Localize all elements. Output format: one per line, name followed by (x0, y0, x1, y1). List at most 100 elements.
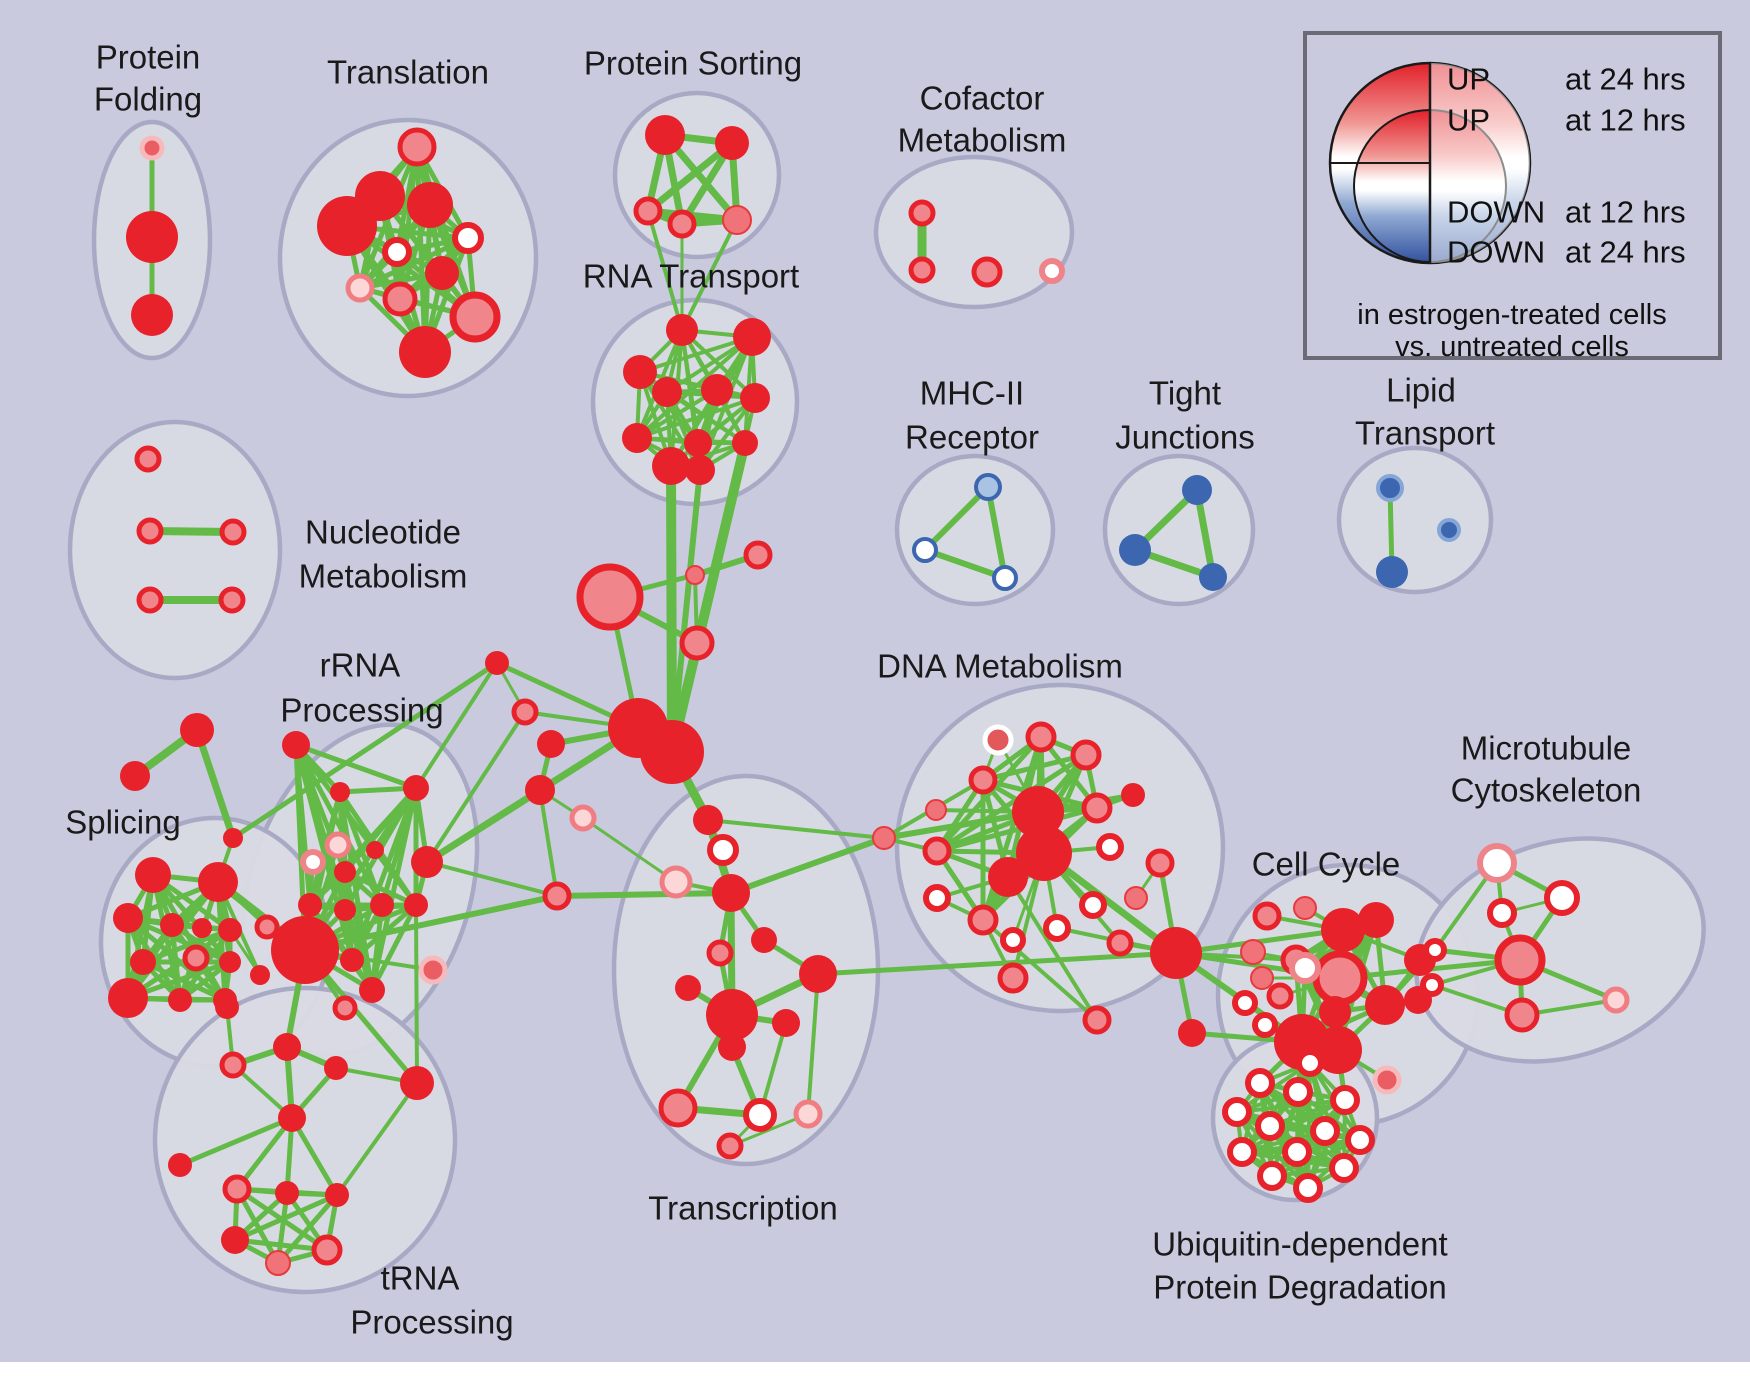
gene-node (1150, 927, 1202, 979)
gene-node (324, 831, 352, 859)
gene-node (1365, 985, 1405, 1025)
legend-time-label: at 24 hrs (1565, 235, 1686, 270)
gene-node (997, 962, 1029, 994)
gene-node (872, 826, 896, 850)
gene-node (733, 318, 771, 356)
gene-node (1145, 848, 1175, 878)
gene-node (922, 836, 952, 866)
cluster-label: Folding (94, 81, 202, 118)
gene-node (1372, 1065, 1402, 1095)
edge (349, 787, 419, 961)
gene-node (366, 841, 384, 859)
gene-node (1000, 927, 1026, 953)
gene-node (715, 126, 749, 160)
legend-caption: vs. untreated cells (1395, 331, 1629, 363)
gene-node (1312, 950, 1368, 1006)
gene-node (751, 927, 777, 953)
gene-node (223, 828, 243, 848)
gene-node (685, 565, 705, 585)
gene-node (968, 765, 998, 795)
gene-node (168, 1153, 192, 1177)
edge (639, 335, 753, 374)
gene-node (666, 314, 698, 346)
cluster-label: Processing (350, 1304, 513, 1341)
gene-node (772, 1009, 800, 1037)
gene-node (1016, 825, 1072, 881)
cluster-ellipse (873, 154, 1075, 310)
gene-node (219, 518, 247, 546)
cluster-label: Transcription (648, 1190, 838, 1227)
legend-direction-label: UP (1447, 103, 1490, 138)
cluster-label: Protein Degradation (1153, 1269, 1447, 1306)
edge (1241, 1098, 1346, 1154)
gene-node (126, 211, 178, 263)
gene-node (652, 447, 690, 485)
cluster-label: Metabolism (299, 558, 468, 595)
gene-node (300, 849, 326, 875)
gene-node (282, 731, 310, 759)
gene-node (652, 377, 682, 407)
gene-node (418, 955, 448, 985)
gene-node (1321, 908, 1365, 952)
gene-node (511, 698, 539, 726)
gene-node (1106, 929, 1134, 957)
gene-node (400, 1066, 434, 1100)
legend-box: UP at 24 hrs UP at 12 hrs DOWN at 12 hrs DOWN a… (1303, 31, 1722, 363)
gene-node (1232, 990, 1258, 1016)
cluster-ellipse (1336, 445, 1494, 595)
cluster-label: Lipid (1386, 372, 1456, 409)
gene-node (525, 775, 555, 805)
cluster-label: Tight (1149, 375, 1221, 412)
gene-node (967, 904, 999, 936)
gene-node (113, 903, 143, 933)
gene-node (278, 1104, 306, 1132)
cluster-label: Cofactor (920, 80, 1045, 117)
gene-node (1255, 1111, 1285, 1141)
gene-node (706, 939, 734, 967)
cluster-label: Receptor (905, 419, 1039, 456)
cluster-label: Protein Sorting (584, 45, 802, 82)
gene-node (645, 115, 685, 155)
edge (935, 752, 1088, 854)
gene-node (359, 977, 385, 1003)
gene-node (254, 914, 280, 940)
gene-node (1240, 939, 1266, 965)
edge (289, 1116, 340, 1197)
legend-time-label: at 12 hrs (1565, 103, 1686, 138)
gene-node (701, 374, 733, 406)
gene-node (707, 834, 739, 866)
gene-node (1293, 1173, 1323, 1203)
gene-node (182, 944, 210, 972)
gene-node (160, 913, 184, 937)
gene-node (1358, 902, 1394, 938)
gene-node (425, 256, 459, 290)
gene-node (1283, 1077, 1313, 1107)
edge (141, 959, 227, 1003)
gene-node (1319, 996, 1351, 1028)
edge (369, 787, 419, 991)
edge (707, 818, 885, 840)
gene-node (693, 805, 723, 835)
gene-node (684, 429, 712, 457)
cluster-label: RNA Transport (583, 258, 799, 295)
gene-node (971, 256, 1003, 288)
gene-node (974, 473, 1002, 501)
gene-node (134, 445, 162, 473)
cluster-label: Ubiquitin-dependent (1152, 1226, 1447, 1263)
gene-node (912, 537, 938, 563)
cluster-label: tRNA (381, 1260, 460, 1297)
edge (666, 465, 677, 753)
gene-node (180, 713, 214, 747)
cluster-label: Microtubule (1461, 730, 1632, 767)
edge (729, 835, 886, 896)
gene-node (108, 978, 148, 1018)
edge (1308, 1062, 1346, 1169)
gene-node (908, 199, 936, 227)
gene-node (1376, 474, 1404, 502)
edge (636, 396, 756, 440)
edge (426, 860, 558, 898)
legend-direction-label: DOWN (1447, 235, 1545, 270)
cluster-label: Transport (1355, 415, 1495, 452)
edge (193, 728, 237, 840)
gene-node (1121, 783, 1145, 807)
